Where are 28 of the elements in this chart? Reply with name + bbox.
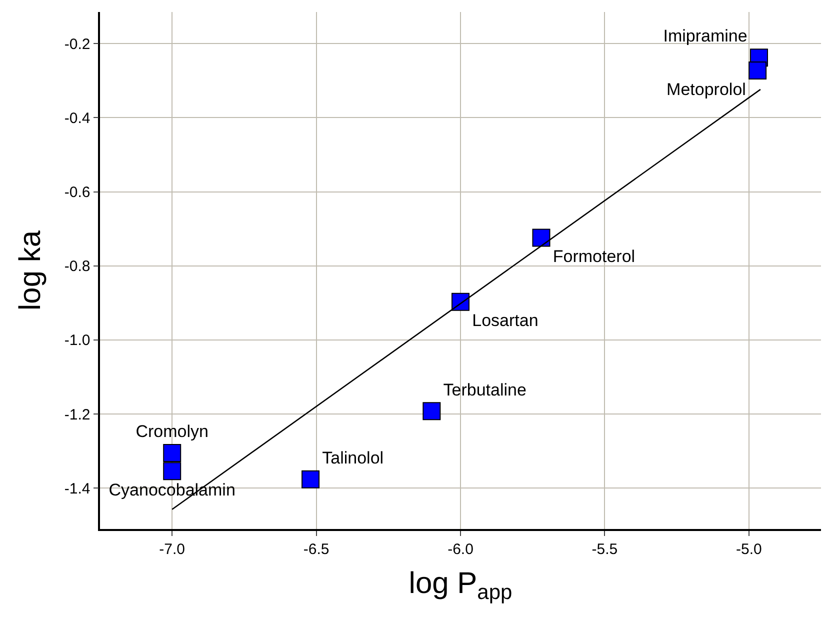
- x-axis-title: log P$_{app}$: [408, 566, 512, 604]
- data-label: Formoterol: [552, 247, 636, 266]
- point: [452, 292, 470, 311]
- data-label: Terbutaline: [443, 380, 526, 400]
- data-label: Cromolyn: [136, 422, 208, 442]
- y-tick-label: -1.4: [64, 480, 90, 498]
- y-tick-label: -0.4: [64, 110, 90, 127]
- y-tick-label: -0.2: [64, 36, 90, 53]
- x-tick-label: -6.5: [303, 540, 330, 558]
- data-label: Metoprolol: [666, 80, 746, 99]
- point: [422, 402, 441, 420]
- point: [748, 62, 767, 80]
- y-tick-label: -0.8: [64, 258, 90, 276]
- point: [532, 228, 550, 247]
- x-tick-label: -6.0: [448, 540, 474, 558]
- y-tick-label: -1.2: [64, 406, 90, 424]
- x-tick-label: -7.0: [159, 540, 186, 558]
- y-axis-title: log ka: [14, 230, 47, 311]
- data-label: Losartan: [472, 311, 538, 330]
- y-tick-label: -0.6: [64, 184, 90, 201]
- data-label: Talinolol: [322, 448, 384, 468]
- x-tick-label: -5.5: [592, 540, 618, 558]
- data-label: Imipramine: [663, 26, 748, 46]
- y-tick-label: -1.0: [64, 332, 90, 350]
- point: [163, 462, 182, 480]
- point: [302, 470, 320, 488]
- x-tick-label: -5.0: [736, 540, 762, 558]
- point: [163, 444, 182, 462]
